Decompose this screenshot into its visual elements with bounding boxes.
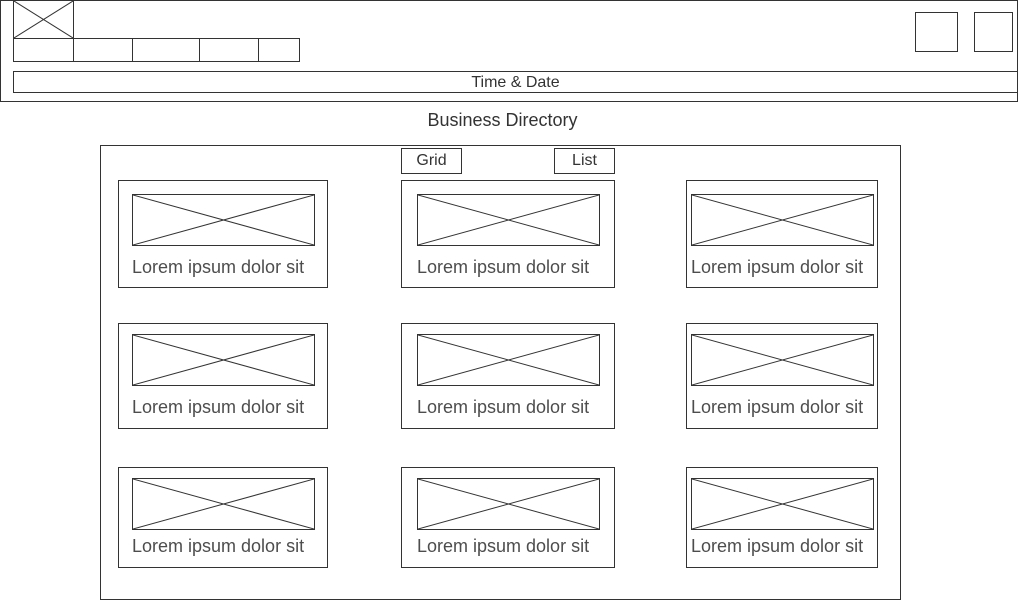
placeholder-image-icon [132,334,315,386]
card-label: Lorem ipsum dolor sit [132,257,305,277]
page-title: Business Directory [0,108,1005,132]
card-label: Lorem ipsum dolor sit [691,257,864,277]
placeholder-image-icon [691,194,874,246]
card-label: Lorem ipsum dolor sit [691,536,864,556]
placeholder-image-icon [417,194,600,246]
card-label: Lorem ipsum dolor sit [132,536,305,556]
grid-view-label: Grid [416,152,447,169]
placeholder-image-icon [417,478,600,530]
list-view-label: List [572,152,597,169]
placeholder-image-icon [691,478,874,530]
placeholder-image-icon [132,194,315,246]
header-button-2[interactable] [974,12,1013,52]
list-view-button[interactable]: List [554,148,615,174]
card-label: Lorem ipsum dolor sit [417,536,590,556]
card-label: Lorem ipsum dolor sit [132,397,305,417]
page-title-text: Business Directory [427,109,578,130]
placeholder-image-icon [417,334,600,386]
header-button-1[interactable] [915,12,958,52]
placeholder-image-icon [691,334,874,386]
logo-placeholder-icon[interactable] [13,0,74,39]
card-label: Lorem ipsum dolor sit [417,257,590,277]
time-date-bar: Time & Date [13,71,1018,93]
nav-item-4[interactable] [199,38,259,62]
placeholder-image-icon [132,478,315,530]
grid-view-button[interactable]: Grid [401,148,462,174]
card-label: Lorem ipsum dolor sit [417,397,590,417]
card-label: Lorem ipsum dolor sit [691,397,864,417]
nav-item-3[interactable] [132,38,200,62]
nav-item-5[interactable] [258,38,300,62]
nav-item-1[interactable] [13,38,74,62]
time-date-label: Time & Date [471,74,560,91]
nav-item-2[interactable] [73,38,133,62]
